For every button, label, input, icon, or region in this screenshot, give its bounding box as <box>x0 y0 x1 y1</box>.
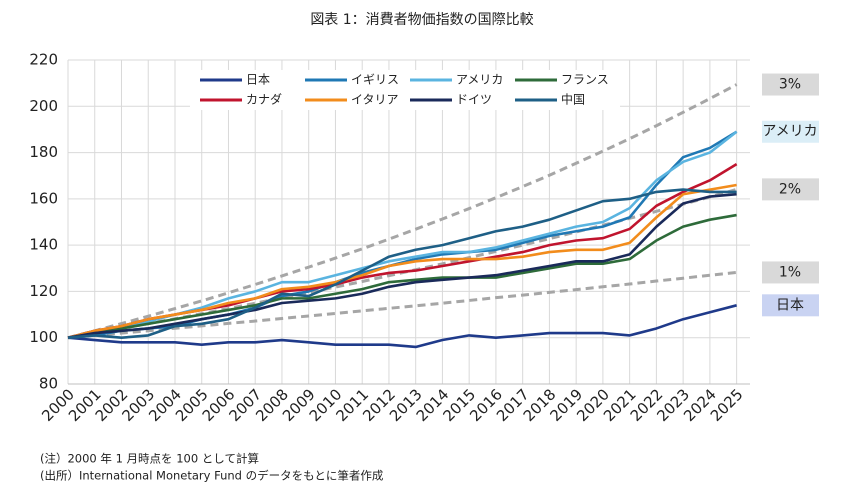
y-tick-label: 200 <box>29 97 58 115</box>
end-label-box <box>762 178 819 201</box>
y-tick-label: 120 <box>29 282 58 300</box>
note: (注）2000 年 1 月時点を 100 として計算 <box>40 452 259 466</box>
end-label: 日本 <box>776 297 804 313</box>
y-tick-label: 140 <box>29 236 58 254</box>
end-label-box <box>762 294 819 317</box>
chart-title: 図表 1：消費者物価指数の国際比較 <box>310 12 533 28</box>
y-tick-label: 100 <box>29 328 58 346</box>
note: (出所）International Monetary Fund のデータをもとに… <box>40 469 384 483</box>
series-line <box>67 213 737 339</box>
legend-label: イタリア <box>351 93 399 107</box>
reference-line <box>67 270 737 340</box>
series-line <box>67 192 737 339</box>
series-line <box>67 304 737 349</box>
end-label-box <box>762 261 819 284</box>
end-label: 2% <box>779 181 801 197</box>
series-line <box>67 188 737 340</box>
y-tick-label: 160 <box>29 189 58 207</box>
legend-label: 中国 <box>561 92 585 107</box>
legend-label: ドイツ <box>456 93 492 107</box>
series-line <box>67 163 738 339</box>
legend-label: 日本 <box>246 73 270 87</box>
legend-box <box>190 70 620 110</box>
end-label: 3% <box>779 77 801 93</box>
series-line <box>67 183 737 339</box>
legend-label: アメリカ <box>456 73 503 87</box>
end-label-box <box>762 120 819 143</box>
y-tick-label: 180 <box>29 143 58 161</box>
end-label: 1% <box>779 264 801 280</box>
legend-label: フランス <box>561 73 609 87</box>
end-label: アメリカ <box>762 124 817 140</box>
y-tick-label: 80 <box>39 375 58 393</box>
legend-label: カナダ <box>246 92 282 107</box>
legend-label: イギリス <box>351 73 399 87</box>
y-tick-label: 220 <box>29 51 58 69</box>
reference-line <box>67 83 738 340</box>
end-label-box <box>762 73 819 96</box>
